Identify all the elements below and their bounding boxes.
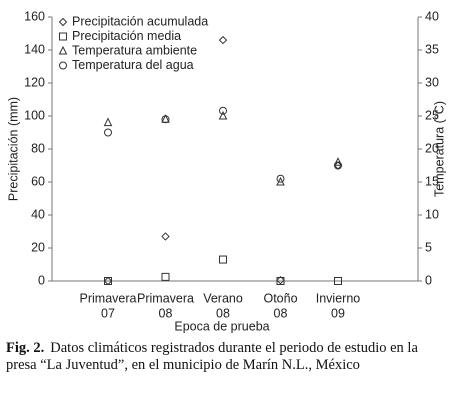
- y-tick-label: 160: [24, 9, 45, 23]
- x-tick-label: 09: [331, 306, 345, 320]
- y2-tick-label: 5: [425, 240, 432, 254]
- y2-tick-label: 10: [425, 207, 439, 221]
- y-tick-label: 80: [31, 141, 45, 155]
- legend-label: Precipitación media: [72, 29, 181, 43]
- point: [276, 277, 285, 285]
- x-tick-label: 08: [159, 306, 173, 320]
- caption-label: Fig. 2.: [6, 340, 45, 356]
- point: [104, 128, 112, 137]
- x-tick-label: Verano: [203, 291, 243, 305]
- y-tick-label: 100: [24, 108, 45, 122]
- point: [334, 277, 342, 285]
- y2-tick-label: 30: [425, 75, 439, 89]
- y2-axis-label: Temperatura (°C): [432, 101, 446, 197]
- point: [161, 272, 170, 281]
- y2-tick-label: 25: [425, 108, 439, 122]
- point: [276, 275, 285, 285]
- x-tick-label: Invierno: [316, 291, 361, 305]
- x-tick-label: 07: [101, 306, 115, 320]
- y-tick-label: 0: [38, 273, 45, 287]
- y2-tick-label: 40: [425, 9, 439, 23]
- x-tick-label: Otoño: [263, 291, 297, 305]
- point: [218, 35, 228, 45]
- legend-marker: [59, 61, 67, 70]
- x-tick-label: Primavera: [137, 291, 194, 305]
- y2-tick-label: 20: [425, 141, 439, 155]
- point: [161, 115, 170, 124]
- x-tick-label: Primavera: [80, 291, 137, 305]
- legend-marker: [58, 45, 68, 55]
- y2-tick-label: 35: [425, 42, 439, 56]
- y2-tick-label: 15: [425, 174, 439, 188]
- legend-label: Temperatura del agua: [72, 58, 194, 72]
- chart: Epoca de prueba Precipitación (mm) Tempe…: [6, 9, 446, 333]
- legend-marker: [59, 32, 67, 41]
- point: [218, 110, 228, 120]
- x-tick-label: 08: [216, 306, 230, 320]
- legend-label: Temperatura ambiente: [72, 43, 197, 57]
- y-tick-label: 20: [31, 240, 45, 254]
- point: [276, 174, 285, 183]
- point: [219, 255, 227, 264]
- caption-text: Datos climáticos registrados durante el …: [6, 340, 418, 373]
- y-tick-label: 120: [24, 75, 45, 89]
- y-tick-label: 40: [31, 207, 45, 221]
- y-tick-label: 140: [24, 42, 45, 56]
- point: [161, 232, 170, 241]
- y-tick-label: 60: [31, 174, 45, 188]
- x-tick-label: 08: [274, 306, 288, 320]
- point: [103, 117, 113, 127]
- point: [104, 277, 112, 285]
- point: [219, 106, 227, 115]
- caption: Fig. 2. Datos climáticos registrados dura…: [6, 340, 446, 374]
- legend-marker: [58, 17, 68, 27]
- point: [334, 161, 342, 170]
- y-axis-label: Precipitación (mm): [6, 97, 20, 201]
- point: [333, 157, 343, 166]
- legend-label: Precipitación acumulada: [72, 14, 208, 28]
- y2-tick-label: 0: [425, 273, 432, 287]
- x-axis-label: Epoca de prueba: [174, 319, 269, 333]
